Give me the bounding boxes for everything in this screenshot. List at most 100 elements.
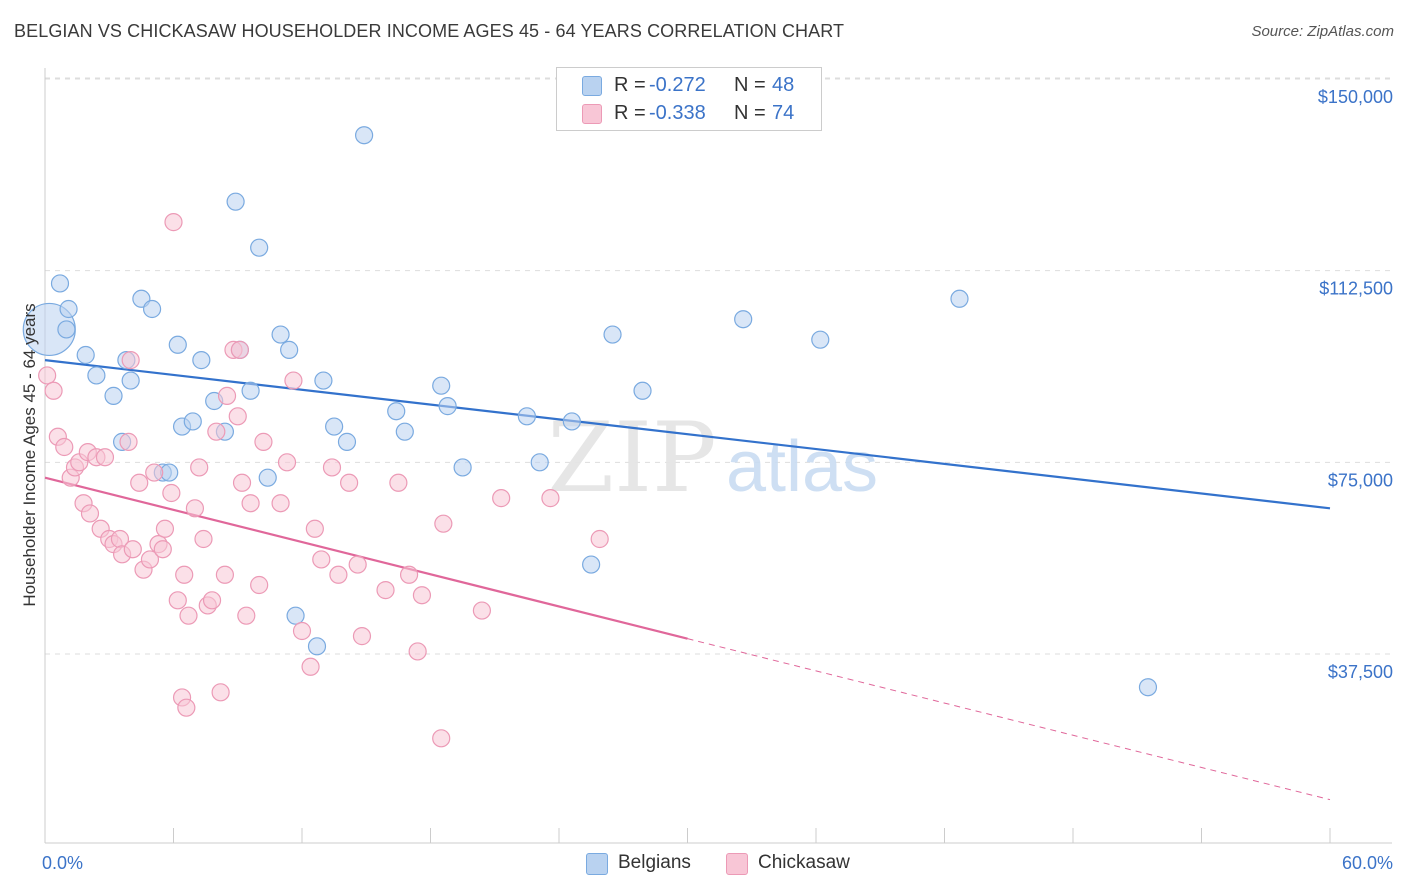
x-tick-labels: 0.0% 60.0% [42, 853, 1393, 873]
belgians-swatch [582, 76, 602, 96]
belgians-legend-swatch [586, 853, 608, 875]
chickasaw-point [541, 489, 560, 508]
chickasaw-point [305, 519, 324, 538]
belgians-r-value: -0.272 [649, 74, 706, 96]
chickasaw-point [237, 606, 256, 625]
belgians-point [1138, 678, 1158, 697]
y-tick-labels: $37,500 $75,000 $112,500 $150,000 [1318, 87, 1393, 682]
chickasaw-point [232, 473, 252, 492]
chickasaw-r-value: -0.338 [649, 102, 706, 124]
y-tick-label: $37,500 [1328, 662, 1393, 682]
axes [44, 68, 1392, 844]
belgians-point [250, 238, 269, 257]
chickasaw-swatch [582, 104, 602, 124]
belgians-point [438, 397, 457, 416]
belgians-point [104, 386, 123, 405]
belgians-point [226, 192, 245, 211]
belgians-point [530, 453, 549, 472]
belgians-point [734, 310, 753, 329]
belgians-point [76, 345, 95, 365]
chickasaw-point [284, 371, 303, 390]
belgians-point [603, 325, 622, 344]
chickasaw-point [168, 591, 187, 610]
x-tick-label: 60.0% [1342, 853, 1393, 873]
chickasaw-point [340, 473, 359, 492]
chickasaw-point [408, 642, 427, 661]
chickasaw-n-value: 74 [772, 102, 795, 124]
chickasaw-point [44, 381, 63, 400]
belgians-point [950, 289, 969, 308]
belgians-point [50, 274, 70, 293]
chickasaw-point [399, 565, 419, 584]
belgians-point [87, 366, 106, 385]
chickasaw-point [329, 565, 348, 584]
chickasaw-point [175, 565, 194, 584]
belgians-point [168, 335, 187, 354]
legend-row-belgians: R = -0.272 N = 48 [557, 72, 821, 100]
belgians-point [355, 126, 374, 145]
watermark-atlas: atlas [726, 427, 878, 507]
data-points [22, 126, 1158, 748]
chickasaw-point [434, 514, 453, 533]
belgians-point [286, 606, 305, 625]
grid-lines [45, 77, 1392, 655]
belgians-point [183, 412, 202, 431]
chickasaw-point [215, 565, 234, 584]
chickasaw-point [164, 213, 183, 232]
chickasaw-point [95, 448, 115, 467]
chart-title: BELGIAN VS CHICKASAW HOUSEHOLDER INCOME … [14, 21, 845, 41]
chickasaw-point [250, 575, 269, 595]
chickasaw-point [432, 729, 451, 748]
y-tick-label: $150,000 [1318, 87, 1393, 107]
chickasaw-point [121, 351, 140, 370]
chickasaw-legend-label: Chickasaw [758, 852, 850, 873]
belgians-n-value: 48 [772, 74, 795, 96]
chickasaw-r-label: R = [614, 102, 646, 124]
chickasaw-point [55, 437, 74, 457]
belgians-trend-line [44, 359, 1331, 510]
chickasaw-point [277, 453, 297, 472]
belgians-n-label: N = [734, 74, 766, 96]
chickasaw-point [271, 494, 290, 513]
chickasaw-point [412, 586, 432, 605]
belgians-r-label: R = [614, 74, 646, 96]
chickasaw-n-label: N = [734, 102, 766, 124]
belgians-point [314, 371, 333, 390]
chickasaw-point [202, 591, 222, 610]
belgians-point [432, 376, 451, 395]
belgians-point [395, 422, 414, 441]
belgians-point [562, 412, 581, 431]
y-tick-label: $75,000 [1328, 470, 1393, 490]
y-tick-label: $112,500 [1319, 279, 1393, 299]
chickasaw-point [194, 529, 213, 549]
chickasaw-point [254, 432, 273, 451]
belgians-point [121, 371, 140, 390]
chickasaw-point [230, 340, 249, 359]
chickasaw-point [376, 581, 395, 600]
chickasaw-point [145, 463, 164, 482]
legend-row-chickasaw: R = -0.338 N = 74 [557, 100, 821, 128]
chickasaw-point [348, 555, 367, 574]
belgians-point [57, 320, 76, 339]
chickasaw-point [241, 494, 260, 513]
chickasaw-point [38, 366, 57, 385]
correlation-legend: R = -0.272 N = 48 R = -0.338 N = 74 [556, 67, 822, 131]
belgians-point [633, 381, 652, 400]
belgians-point [271, 325, 290, 344]
belgians-point [387, 402, 406, 421]
chickasaw-point [185, 499, 205, 518]
belgians-point [337, 432, 357, 451]
source-credit: Source: ZipAtlas.com [1251, 23, 1394, 40]
chickasaw-point [207, 422, 226, 441]
chickasaw-point [153, 540, 172, 559]
chickasaw-point [177, 698, 196, 717]
chickasaw-point [130, 473, 149, 492]
belgians-point [241, 381, 260, 400]
chickasaw-point [123, 540, 142, 559]
chickasaw-trend-line-extension [687, 638, 1331, 801]
chickasaw-point [211, 683, 230, 702]
chickasaw-point [322, 458, 342, 477]
chickasaw-point [492, 489, 511, 508]
chickasaw-point [80, 504, 100, 523]
